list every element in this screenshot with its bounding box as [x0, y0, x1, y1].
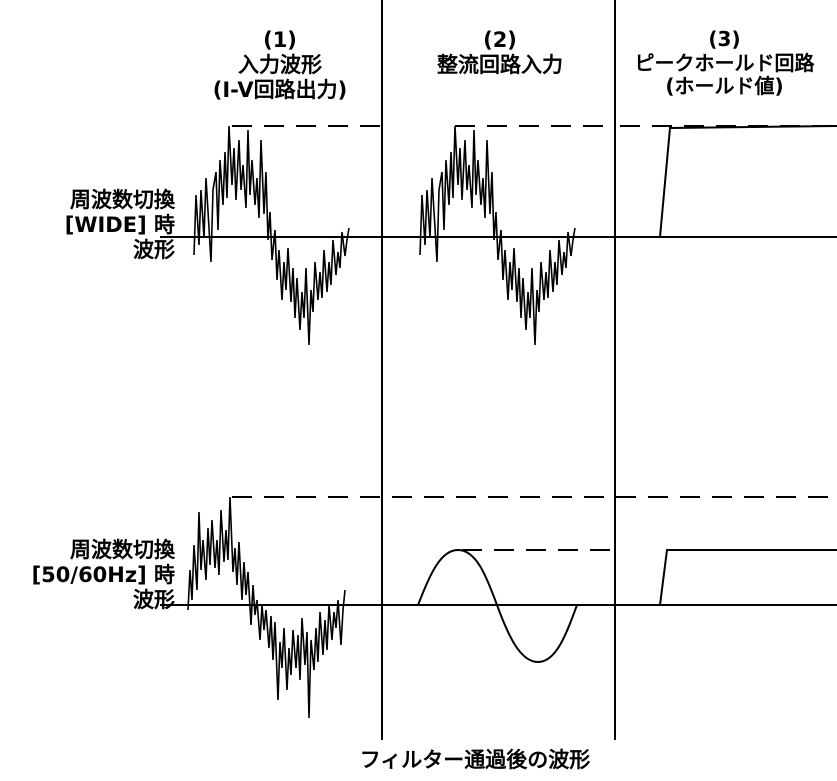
column-2-number: (2) — [483, 28, 517, 52]
noisy-wave-row-1-col-1 — [193, 125, 350, 346]
column-1-header: (1) 入力波形 (I-V回路出力) — [180, 28, 380, 102]
column-1-subtitle: (I-V回路出力) — [212, 77, 348, 102]
column-2-title: 整流回路入力 — [437, 52, 563, 77]
sine-wave-row-2-col-2 — [417, 548, 578, 664]
peak-hold-row-2-col-3 — [659, 549, 837, 606]
column-3-header: (3) ピークホールド回路 (ホールド値) — [612, 27, 837, 99]
column-1-number: (1) — [263, 28, 297, 52]
noisy-wave-row-1-col-2 — [419, 125, 576, 346]
column-3-number: (3) — [708, 27, 741, 51]
row-1-label-line1: 周波数切換 — [70, 188, 175, 212]
row-2-label-line3: 波形 — [133, 587, 175, 612]
column-3-subtitle: (ホールド値) — [665, 74, 784, 99]
noisy-wave-row-2-col-1 — [187, 496, 346, 719]
column-1-title: 入力波形 — [238, 52, 322, 77]
row-1-label-line2: [WIDE] 時 — [64, 212, 175, 237]
row-2-label-line1: 周波数切換 — [70, 538, 175, 562]
row-1-label: 周波数切換 [WIDE] 時 波形 — [0, 188, 175, 262]
column-2-header: (2) 整流回路入力 — [395, 28, 605, 78]
footer-caption: フィルター通過後の波形 — [359, 748, 591, 772]
column-3-title: ピークホールド回路 — [634, 50, 815, 75]
row-2-label-line2: [50/60Hz] 時 — [31, 562, 175, 587]
row-1-label-line3: 波形 — [133, 237, 175, 262]
row-2-label: 周波数切換 [50/60Hz] 時 波形 — [0, 538, 175, 612]
peak-hold-row-1-col-3 — [659, 125, 837, 238]
